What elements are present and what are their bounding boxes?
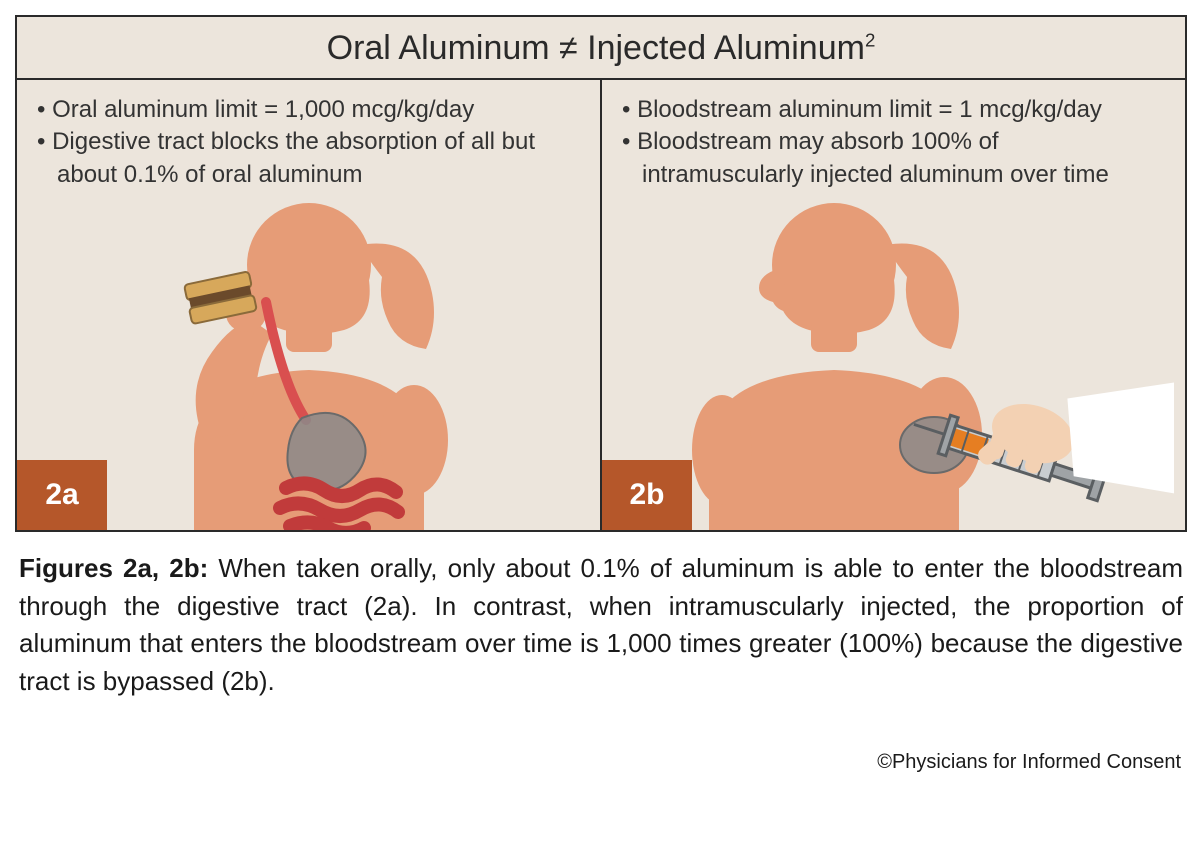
panel-2a-bullets: Oral aluminum limit = 1,000 mcg/kg/day D… (37, 94, 580, 191)
panels-row: Oral aluminum limit = 1,000 mcg/kg/day D… (17, 80, 1185, 530)
figure-container: Oral Aluminum ≠ Injected Aluminum2 Oral … (15, 15, 1187, 532)
title-superscript: 2 (865, 30, 875, 51)
badge-text: 2a (45, 478, 78, 512)
bullet-item: Bloodstream may absorb 100% of intramusc… (622, 126, 1165, 191)
caption-lead: Figures 2a, 2b: (19, 553, 208, 583)
panel-badge-2b: 2b (602, 460, 692, 530)
figure-caption: Figures 2a, 2b: When taken orally, only … (15, 532, 1187, 701)
figure-title: Oral Aluminum ≠ Injected Aluminum2 (17, 17, 1185, 80)
child-injection-icon (614, 190, 1174, 530)
badge-text: 2b (629, 478, 664, 512)
panel-2a: Oral aluminum limit = 1,000 mcg/kg/day D… (17, 80, 600, 530)
bullet-item: Oral aluminum limit = 1,000 mcg/kg/day (37, 94, 580, 126)
panel-2b-bullets: Bloodstream aluminum limit = 1 mcg/kg/da… (622, 94, 1165, 191)
copyright-text: ©Physicians for Informed Consent (15, 701, 1187, 774)
bullet-item: Digestive tract blocks the absorption of… (37, 126, 580, 191)
title-text: Oral Aluminum ≠ Injected Aluminum (327, 29, 865, 67)
child-eating-icon (74, 190, 544, 530)
panel-2b: Bloodstream aluminum limit = 1 mcg/kg/da… (600, 80, 1185, 530)
bullet-item: Bloodstream aluminum limit = 1 mcg/kg/da… (622, 94, 1165, 126)
panel-badge-2a: 2a (17, 460, 107, 530)
